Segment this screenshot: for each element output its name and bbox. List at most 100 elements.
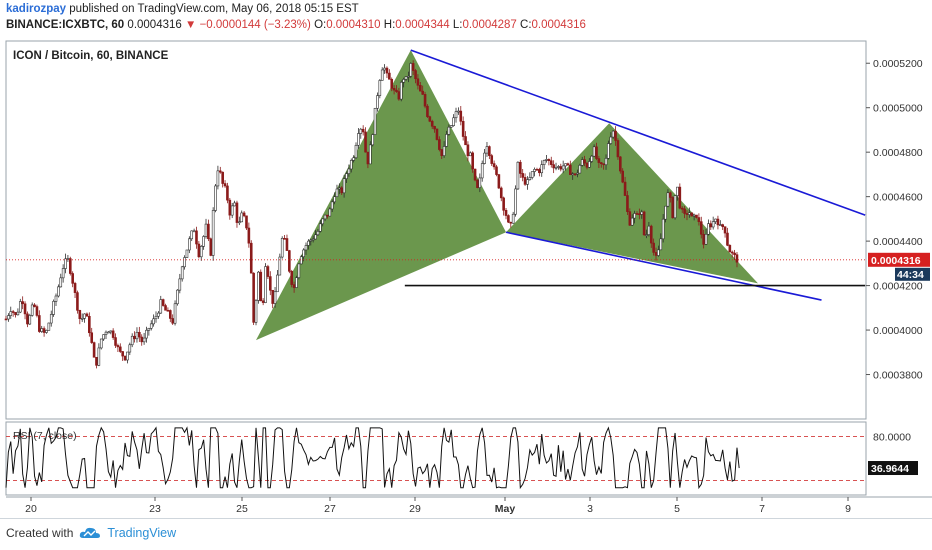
candle-body — [373, 107, 377, 135]
candle-body — [626, 195, 629, 212]
candle-body — [211, 210, 215, 256]
candle-body — [161, 299, 165, 306]
candle-body — [78, 310, 82, 319]
candle-body — [552, 164, 555, 169]
candle-body — [673, 195, 677, 219]
candle-body — [147, 328, 151, 331]
candle-body — [280, 238, 284, 258]
candle-body — [7, 315, 10, 320]
candle-body — [318, 223, 322, 232]
candle-body — [571, 173, 574, 176]
candle-body — [90, 332, 94, 343]
candle-body — [14, 312, 17, 316]
tradingview-brand-link[interactable]: TradingView — [107, 526, 177, 540]
candle-body — [628, 211, 632, 226]
open-value: 0.0004310 — [326, 19, 381, 31]
candle-body — [607, 143, 610, 159]
candle-body — [302, 249, 305, 258]
candle-body — [502, 197, 505, 211]
candle-body — [661, 218, 665, 240]
last-price-tag-label: 0.0004316 — [871, 255, 921, 267]
candle-body — [352, 157, 355, 161]
candle-body — [666, 192, 670, 207]
candle-body — [497, 174, 501, 189]
candle-body — [638, 213, 641, 216]
candle-body — [585, 162, 589, 168]
candle-body — [154, 315, 158, 320]
candle-body — [683, 208, 686, 214]
candle-body — [166, 309, 170, 312]
candle-body — [554, 167, 558, 169]
candle-body — [516, 161, 520, 190]
candle-body — [328, 208, 332, 217]
created-with-text: Created with — [6, 526, 74, 540]
candle-body — [614, 130, 617, 141]
candle-body — [254, 300, 258, 323]
candle-body — [654, 252, 658, 256]
candle-body — [240, 212, 244, 223]
candle-body — [590, 155, 594, 162]
candle-body — [228, 199, 232, 216]
candle-body — [469, 152, 472, 157]
candle-body — [261, 300, 265, 303]
candle-body — [388, 72, 391, 80]
candle-body — [647, 225, 651, 235]
candle-body — [207, 223, 210, 240]
candle-body — [435, 128, 439, 140]
candle-body — [335, 188, 339, 198]
candle-body — [140, 336, 144, 343]
candle-body — [423, 94, 427, 107]
candle-body — [157, 312, 160, 317]
candle-body — [528, 177, 532, 180]
candle-body — [59, 277, 63, 288]
candle-body — [333, 196, 336, 203]
candle-body — [523, 177, 527, 185]
candle-body — [164, 305, 167, 311]
candle-body — [216, 170, 220, 187]
candle-body — [538, 169, 541, 174]
published-text: published on TradingView.com, May 06, 20… — [69, 3, 359, 15]
candle-body — [288, 250, 291, 272]
candle-body — [704, 233, 708, 245]
candle-body — [599, 162, 603, 165]
candle-body — [30, 304, 34, 316]
candle-body — [242, 212, 246, 217]
candle-body — [330, 201, 334, 210]
candle-body — [149, 323, 153, 329]
candle-body — [404, 76, 408, 80]
candle-body — [578, 165, 582, 174]
candle-body — [721, 224, 724, 228]
candle-body — [266, 266, 270, 277]
candle-body — [245, 215, 248, 229]
candle-body — [730, 251, 734, 254]
candle-body — [480, 163, 484, 179]
candle-body — [102, 334, 105, 340]
low-value: 0.0004287 — [462, 19, 517, 31]
chart-area[interactable]: ICON / Bitcoin, 60, BINANCE 0.0005200 0.00… — [0, 0, 932, 520]
candle-body — [640, 211, 644, 215]
author-link[interactable]: kadirozpay — [6, 3, 67, 15]
symbol-quote-bar: BINANCE:ICXBTC, 60 0.0004316 ▼ −0.000014… — [6, 19, 586, 31]
rsi-pane-frame — [5, 421, 867, 496]
candle-body — [28, 315, 32, 325]
candle-body — [49, 314, 53, 324]
candle-body — [676, 186, 679, 196]
candle-body — [569, 164, 572, 175]
candle-body — [338, 187, 341, 190]
candle-body — [290, 271, 294, 285]
candle-body — [619, 156, 622, 172]
candle-body — [321, 218, 324, 225]
candle-body — [176, 289, 179, 305]
candle-body — [369, 144, 372, 165]
candle-body — [697, 217, 701, 222]
candle-body — [214, 185, 217, 211]
candle-body — [376, 95, 379, 109]
tradingview-cloud-icon — [80, 527, 101, 538]
candle-body — [152, 318, 155, 325]
candle-body — [623, 181, 627, 196]
candle-body — [535, 169, 539, 171]
candle-body — [359, 128, 363, 134]
high-value: 0.0004344 — [395, 19, 450, 31]
y-tick-label: 0.0005000 — [873, 103, 923, 115]
candle-body — [402, 79, 405, 83]
